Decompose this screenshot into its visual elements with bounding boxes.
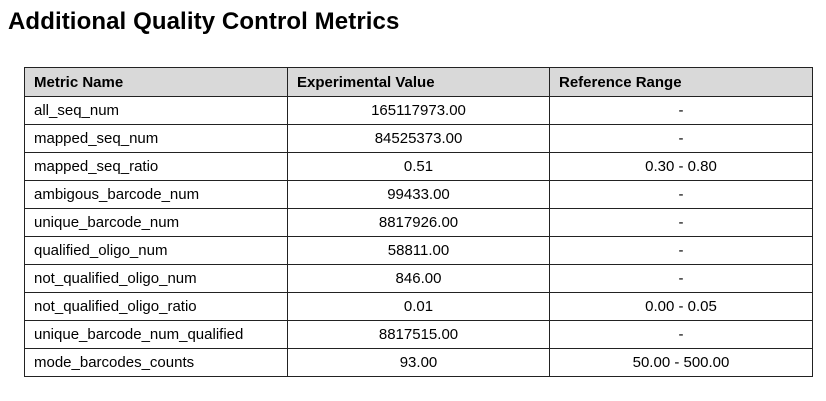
table-row: not_qualified_oligo_ratio 0.01 0.00 - 0.… — [24, 292, 813, 321]
metric-name-cell: unique_barcode_num — [24, 208, 288, 237]
experimental-value-cell: 846.00 — [287, 264, 550, 293]
metric-name-cell: mode_barcodes_counts — [24, 348, 288, 377]
experimental-value-cell: 8817515.00 — [287, 320, 550, 349]
table-header: Metric Name Experimental Value Reference… — [24, 67, 813, 97]
table-row: unique_barcode_num_qualified 8817515.00 … — [24, 320, 813, 349]
header-row: Metric Name Experimental Value Reference… — [24, 67, 813, 97]
metric-name-cell: unique_barcode_num_qualified — [24, 320, 288, 349]
table-row: unique_barcode_num 8817926.00 - — [24, 208, 813, 237]
experimental-value-cell: 84525373.00 — [287, 124, 550, 153]
experimental-value-cell: 0.01 — [287, 292, 550, 321]
metric-name-cell: not_qualified_oligo_num — [24, 264, 288, 293]
table-row: not_qualified_oligo_num 846.00 - — [24, 264, 813, 293]
reference-range-cell: - — [549, 236, 813, 265]
metric-name-cell: all_seq_num — [24, 96, 288, 125]
table-row: mapped_seq_num 84525373.00 - — [24, 124, 813, 153]
reference-range-cell: - — [549, 320, 813, 349]
qc-metrics-table: Metric Name Experimental Value Reference… — [24, 67, 813, 377]
column-header-reference-range: Reference Range — [549, 67, 813, 97]
experimental-value-cell: 93.00 — [287, 348, 550, 377]
column-header-experimental-value: Experimental Value — [287, 67, 550, 97]
experimental-value-cell: 99433.00 — [287, 180, 550, 209]
reference-range-cell: 0.30 - 0.80 — [549, 152, 813, 181]
table-row: all_seq_num 165117973.00 - — [24, 96, 813, 125]
reference-range-cell: 50.00 - 500.00 — [549, 348, 813, 377]
metric-name-cell: not_qualified_oligo_ratio — [24, 292, 288, 321]
metric-name-cell: mapped_seq_ratio — [24, 152, 288, 181]
reference-range-cell: - — [549, 264, 813, 293]
metric-name-cell: qualified_oligo_num — [24, 236, 288, 265]
experimental-value-cell: 58811.00 — [287, 236, 550, 265]
experimental-value-cell: 0.51 — [287, 152, 550, 181]
metric-name-cell: ambigous_barcode_num — [24, 180, 288, 209]
reference-range-cell: - — [549, 96, 813, 125]
experimental-value-cell: 165117973.00 — [287, 96, 550, 125]
table-row: ambigous_barcode_num 99433.00 - — [24, 180, 813, 209]
table-row: mode_barcodes_counts 93.00 50.00 - 500.0… — [24, 348, 813, 377]
experimental-value-cell: 8817926.00 — [287, 208, 550, 237]
table-body: all_seq_num 165117973.00 - mapped_seq_nu… — [24, 96, 813, 377]
column-header-metric-name: Metric Name — [24, 67, 288, 97]
page-title: Additional Quality Control Metrics — [8, 8, 400, 35]
reference-range-cell: - — [549, 208, 813, 237]
reference-range-cell: - — [549, 124, 813, 153]
table-row: qualified_oligo_num 58811.00 - — [24, 236, 813, 265]
table-row: mapped_seq_ratio 0.51 0.30 - 0.80 — [24, 152, 813, 181]
metric-name-cell: mapped_seq_num — [24, 124, 288, 153]
reference-range-cell: 0.00 - 0.05 — [549, 292, 813, 321]
reference-range-cell: - — [549, 180, 813, 209]
